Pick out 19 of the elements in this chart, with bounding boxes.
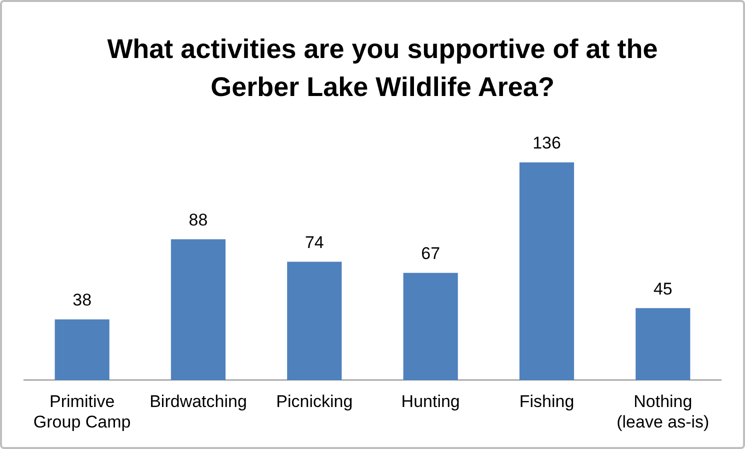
- x-tick-label: Primitive Group Camp: [33, 392, 131, 432]
- data-label: 88: [188, 210, 208, 230]
- bar: [170, 239, 226, 380]
- bar: [54, 319, 110, 380]
- data-label: 45: [653, 279, 672, 298]
- data-label: 74: [304, 232, 324, 252]
- data-label: 136: [532, 134, 561, 153]
- bar: [519, 162, 574, 380]
- data-label: 38: [72, 290, 92, 310]
- x-tick-label: Birdwatching: [150, 392, 247, 412]
- x-tick-label: Nothing (leave as-is): [616, 392, 710, 432]
- bar: [636, 308, 690, 380]
- bar: [403, 272, 458, 380]
- x-tick-label: Hunting: [401, 392, 460, 412]
- chart-title: What activities are you supportive of at the Gerber Lake Wildlife Area?: [106, 33, 659, 104]
- bar: [287, 262, 342, 380]
- x-tick-label: Fishing: [519, 392, 574, 412]
- data-label: 67: [421, 244, 440, 264]
- x-tick-label: Picnicking: [276, 392, 353, 412]
